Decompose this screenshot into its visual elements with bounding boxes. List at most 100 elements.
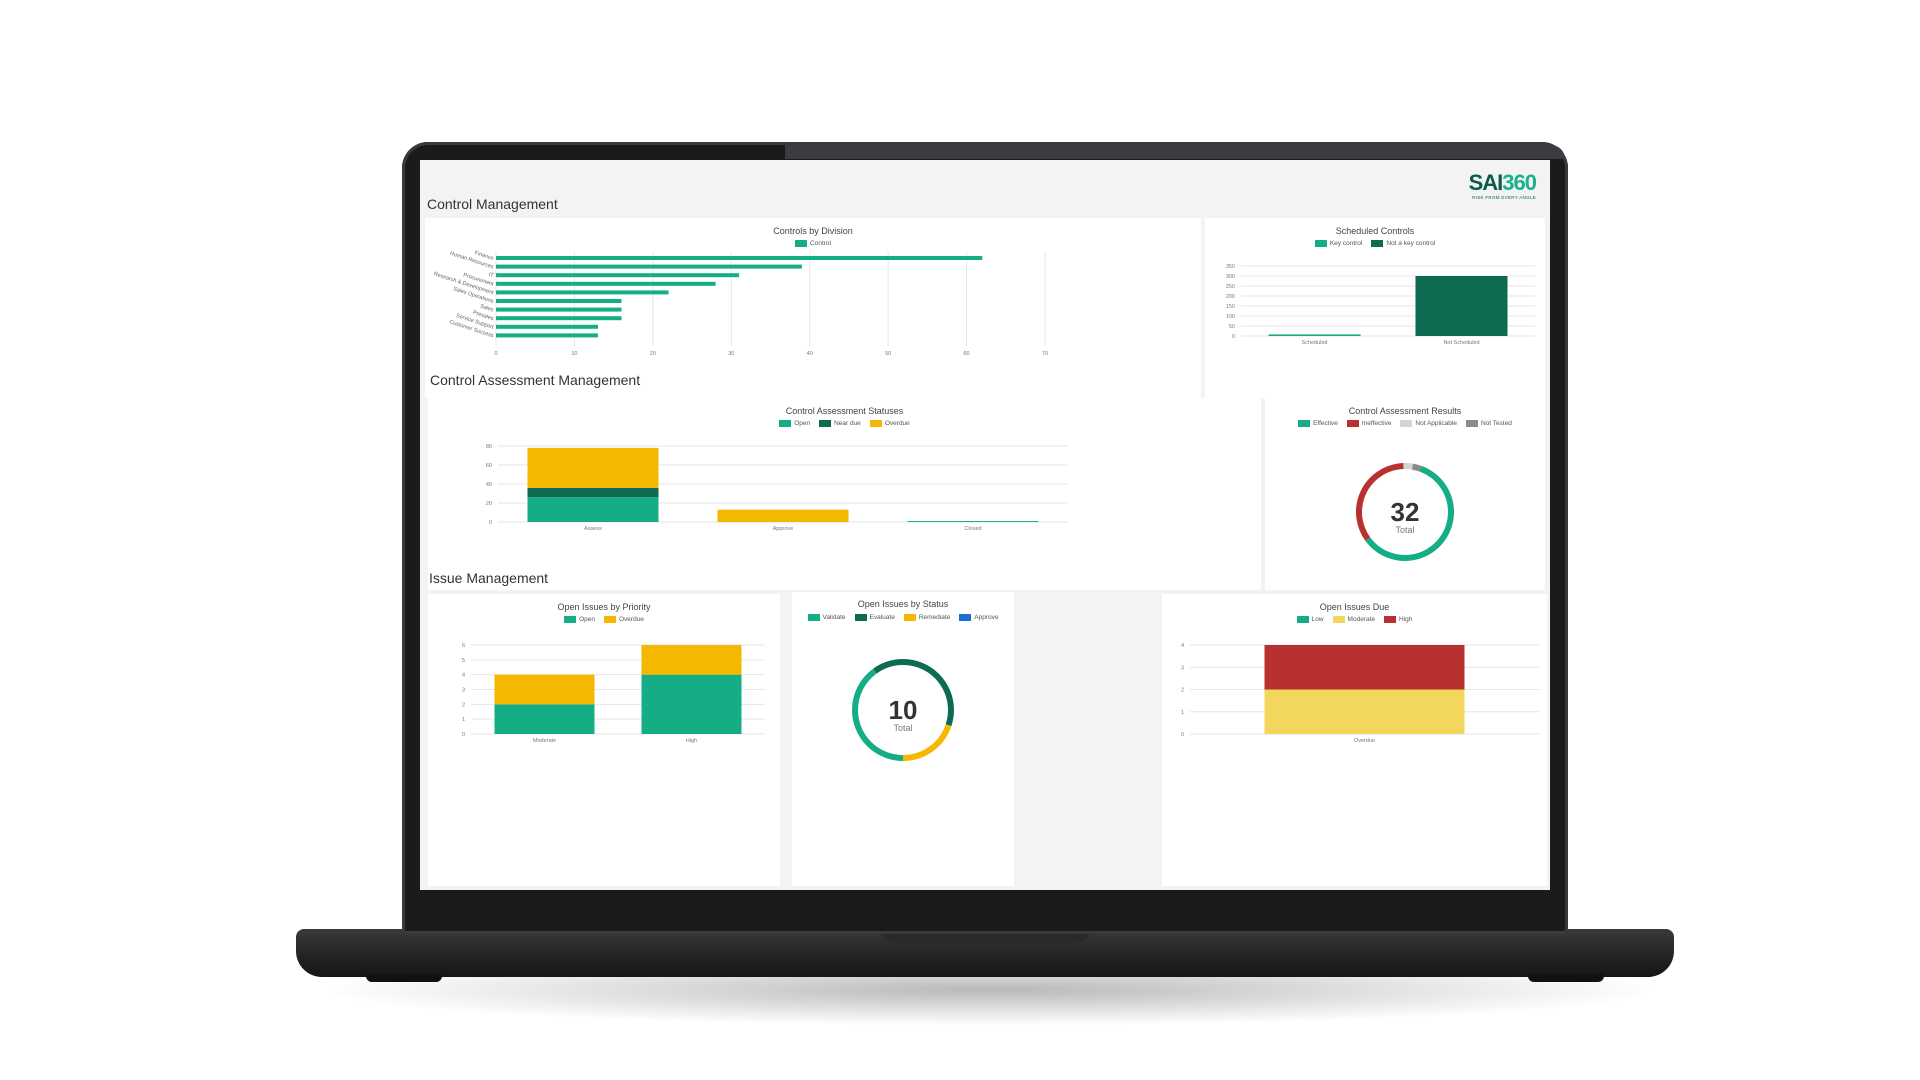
legend-item[interactable]: Effective [1298, 420, 1338, 427]
legend-label: Not Applicable [1415, 420, 1457, 427]
bar [496, 324, 598, 329]
y-tick-label: 0 [1232, 334, 1235, 340]
bar [496, 316, 622, 321]
card-open-issues-due: Open Issues Due Low Moderate High 0 1 2 3 4 O… [1162, 594, 1547, 886]
y-tick-label: 2 [1181, 688, 1184, 694]
legend-item[interactable]: Ineffective [1346, 420, 1392, 427]
y-tick-label: 2 [462, 702, 465, 708]
chart-title: Open Issues by Status [857, 599, 949, 609]
x-tick-label: 70 [1042, 351, 1048, 357]
y-tick-label: 0 [462, 732, 465, 738]
legend-label: Overdue [618, 616, 644, 623]
legend-item[interactable]: Low [1296, 616, 1324, 623]
dashboard-screen: SAI360 RISK FROM EVERY ANGLE Control Man… [420, 160, 1550, 890]
y-tick-label: 1 [462, 717, 465, 723]
x-tick-label: Assess [584, 526, 602, 532]
y-tick-label: 1 [1181, 710, 1184, 716]
donut-segment [1356, 462, 1454, 561]
chart-legend: Low Moderate High [1162, 616, 1547, 623]
card-control-assessment-results: Control Assessment Results Effective Ine… [1265, 398, 1545, 590]
laptop-foot-left [366, 974, 442, 982]
bar [496, 256, 983, 260]
laptop-foot-right [1528, 974, 1604, 982]
legend-item[interactable]: Remediate [903, 614, 951, 621]
x-tick-label: Closed [964, 526, 981, 532]
x-tick-label: Moderate [533, 738, 556, 744]
legend-item[interactable]: Approve [959, 614, 998, 621]
legend-item[interactable]: High [1384, 616, 1412, 623]
legend-label: Ineffective [1361, 420, 1392, 427]
bar [1264, 689, 1465, 734]
legend-label: Approve [974, 614, 999, 621]
y-tick-label: Sales [479, 304, 494, 314]
legend-item[interactable]: Not a key control [1371, 240, 1435, 247]
x-tick-label: Approve [773, 526, 794, 532]
bar [1268, 334, 1361, 336]
x-tick-label: High [686, 738, 697, 744]
x-tick-label: Overdue [1354, 738, 1375, 744]
legend-item[interactable]: Open [564, 616, 595, 623]
legend-swatch [1465, 420, 1478, 427]
legend-item[interactable]: Not Tested [1465, 420, 1512, 427]
bar [496, 281, 716, 286]
bar [641, 645, 742, 675]
y-tick-label: 200 [1226, 294, 1235, 300]
y-tick-label: 100 [1226, 314, 1235, 320]
y-tick-label: 60 [486, 463, 492, 469]
legend-swatch [603, 616, 616, 623]
logo-tagline: RISK FROM EVERY ANGLE [1472, 195, 1536, 200]
bar [717, 509, 849, 522]
bar [1264, 645, 1465, 690]
legend-item[interactable]: Validate [807, 614, 846, 621]
legend-item[interactable]: Evaluate [854, 614, 895, 621]
legend-label: Overdue [884, 420, 910, 427]
legend-label: Evaluate [869, 614, 895, 621]
y-tick-label: 50 [1229, 324, 1235, 330]
brand-logo[interactable]: SAI360 RISK FROM EVERY ANGLE [1469, 172, 1537, 201]
bar [641, 674, 742, 734]
donut-total-value: 32 [1390, 497, 1420, 527]
legend-label: Remediate [918, 614, 951, 621]
chart-title: Controls by Division [773, 226, 853, 236]
y-tick-label: 80 [486, 444, 492, 450]
donut-segment [1356, 462, 1454, 561]
legend-label: Effective [1313, 420, 1338, 427]
legend-item[interactable]: Not Applicable [1400, 420, 1457, 427]
x-tick-label: 40 [807, 351, 813, 357]
legend-swatch [564, 616, 577, 623]
donut-total-label: Total [893, 723, 913, 733]
legend-swatch [1384, 616, 1397, 623]
card-control-assessment-statuses: Control Assessment Statuses Open Near du… [428, 398, 1261, 590]
legend-swatch [1332, 616, 1345, 623]
legend-item[interactable]: Overdue [869, 420, 910, 427]
legend-item[interactable]: Overdue [603, 616, 644, 623]
legend-swatch [1296, 616, 1309, 623]
donut-center: 10 Total [863, 697, 943, 733]
legend-item[interactable]: Open [779, 420, 810, 427]
card-open-issues-by-priority: Open Issues by Priority Open Overdue 0 1 2… [428, 594, 780, 886]
y-tick-label: 6 [462, 643, 465, 649]
laptop-lid-gloss [785, 145, 1565, 159]
bar [527, 497, 659, 522]
bar [496, 307, 622, 312]
control-assessment-statuses-chart: 0 20 40 60 80 Assess Approve Closed [486, 444, 1068, 532]
y-tick-label: 350 [1226, 264, 1235, 270]
donut-center: 32 Total [1365, 499, 1445, 535]
section-title-control-management: Control Management [427, 196, 558, 212]
legend-item[interactable]: Key control [1314, 240, 1363, 247]
section-title-control-assessment-management: Control Assessment Management [430, 372, 641, 388]
y-tick-label: Finance [474, 250, 494, 262]
y-tick-label: IT [488, 272, 495, 279]
legend-swatch [1298, 420, 1311, 427]
y-tick-label: 20 [486, 501, 492, 507]
card-scheduled-controls: Scheduled Controls Key control Not a key… [1205, 218, 1545, 398]
legend-label: Key control [1329, 240, 1363, 247]
legend-item[interactable]: Moderate [1332, 616, 1375, 623]
legend-swatch [779, 420, 792, 427]
legend-swatch [854, 614, 867, 621]
legend-item[interactable]: Near due [819, 420, 861, 427]
bar [496, 264, 802, 269]
legend-item[interactable]: Control [795, 240, 831, 247]
y-tick-label: 4 [1181, 643, 1184, 649]
